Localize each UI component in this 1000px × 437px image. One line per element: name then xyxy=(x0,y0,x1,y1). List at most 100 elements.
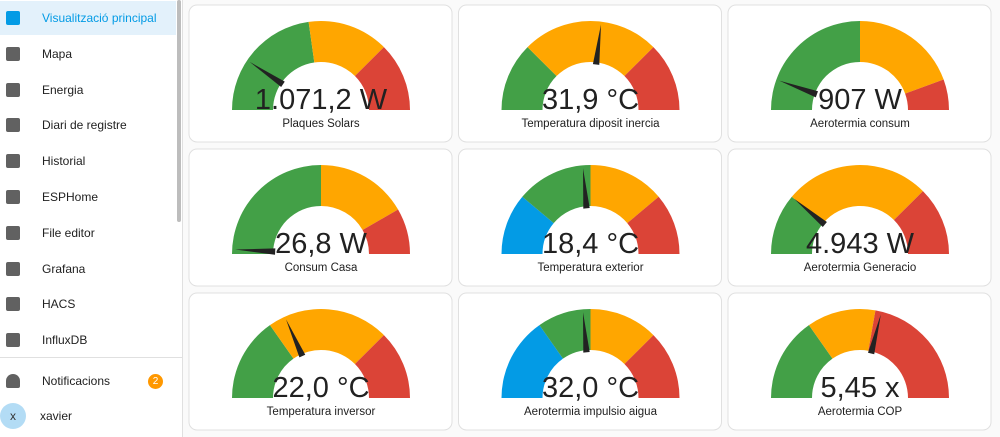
sidebar: Notificacions 2 x xavier Visualització p… xyxy=(0,0,183,437)
nav-item[interactable]: Grafana xyxy=(0,252,176,286)
gauge-card: 26,8 W Consum Casa xyxy=(188,148,453,287)
user-name: xavier xyxy=(40,409,73,423)
gauge-segment xyxy=(362,209,410,254)
gauge-segment xyxy=(905,79,949,110)
gauge-name: Temperatura diposit inercia xyxy=(521,118,660,130)
avatar: x xyxy=(0,403,26,429)
gauge-needle xyxy=(286,319,306,358)
nav-icon xyxy=(6,297,20,312)
gauge-segment xyxy=(808,309,876,359)
gauge-needle xyxy=(592,24,601,65)
gauge-card: 31,9 °C Temperatura diposit inercia xyxy=(458,4,722,143)
gauge-name: Consum Casa xyxy=(285,262,358,274)
gauge-name: Aerotermia consum xyxy=(810,118,910,130)
nav-label: InfluxDB xyxy=(42,333,88,348)
dashboard: 1.071,2 W Plaques Solars 31,9 °C Temperatur… xyxy=(188,4,992,431)
nav-item[interactable]: Mapa xyxy=(0,37,176,71)
nav-item[interactable]: File editor xyxy=(0,216,176,250)
nav-label: Grafana xyxy=(42,261,86,276)
gauge-needle xyxy=(249,61,285,87)
nav-icon xyxy=(6,154,20,169)
nav-item[interactable]: InfluxDB xyxy=(0,323,176,357)
gauge-segment xyxy=(527,21,654,77)
gauge-card: 32,0 °C Aerotermia impulsio aigua xyxy=(458,292,722,431)
gauge-segment xyxy=(860,21,944,94)
gauge-name: Aerotermia impulsio aigua xyxy=(524,406,658,418)
gauge-segment xyxy=(893,191,949,254)
nav-item[interactable]: Diari de registre xyxy=(0,108,176,142)
gauge-segment xyxy=(791,164,923,224)
nav-icon xyxy=(6,333,20,348)
nav-icon xyxy=(6,46,20,61)
nav-item[interactable]: Visualització principal xyxy=(0,1,176,35)
gauge-needle xyxy=(235,248,276,255)
gauge-needle xyxy=(867,314,881,355)
gauge-value: 32,0 °C xyxy=(542,372,639,404)
gauge-segment xyxy=(590,309,654,365)
gauge-card: 907 W Aerotermia consum xyxy=(727,4,992,143)
gauge-name: Temperatura inversor xyxy=(267,406,376,418)
badge: 2 xyxy=(148,373,163,389)
nav-icon xyxy=(6,261,20,276)
gauge-card: 4.943 W Aerotermia Generacio xyxy=(727,148,992,287)
gauge-segment xyxy=(354,47,410,110)
gauge-name: Temperatura exterior xyxy=(537,262,643,274)
gauge-segment xyxy=(232,325,294,398)
nav-item[interactable]: ESPHome xyxy=(0,180,176,214)
gauge-needle xyxy=(794,198,827,227)
gauge-segment xyxy=(627,196,680,254)
nav-label: HACS xyxy=(42,297,76,312)
gauge-segment xyxy=(308,21,384,77)
gauge-value: 22,0 °C xyxy=(272,372,369,404)
gauge-segment xyxy=(501,47,557,110)
gauge-card: 1.071,2 W Plaques Solars xyxy=(188,4,453,143)
gauge-value: 18,4 °C xyxy=(542,228,639,260)
gauge-segment xyxy=(868,310,949,398)
gauge-segment xyxy=(232,165,321,254)
gauge-needle xyxy=(583,168,590,209)
nav-label: File editor xyxy=(42,225,95,240)
nav-icon xyxy=(6,11,20,25)
gauge-segment xyxy=(501,325,563,398)
gauge-value: 1.071,2 W xyxy=(255,84,388,116)
gauge-value: 907 W xyxy=(818,84,902,116)
gauge-segment xyxy=(522,165,591,224)
nav-icon xyxy=(6,190,20,204)
gauge-value: 26,8 W xyxy=(275,228,367,260)
nav-label: Historial xyxy=(42,154,86,169)
gauge-needle xyxy=(779,80,818,98)
nav-label: Visualització principal xyxy=(42,11,157,25)
nav-icon xyxy=(6,118,20,133)
gauge-card: 18,4 °C Temperatura exterior xyxy=(458,148,722,287)
gauge-segment xyxy=(232,21,315,110)
gauge-segment xyxy=(624,335,680,398)
gauge-segment xyxy=(501,196,554,254)
notifications-label: Notificacions xyxy=(42,374,111,388)
nav-item[interactable]: Historial xyxy=(0,144,176,178)
nav-label: Mapa xyxy=(42,46,73,61)
gauge-segment xyxy=(771,325,833,398)
scrollbar xyxy=(177,0,181,222)
nav-item[interactable]: Energia xyxy=(0,73,176,107)
nav-label: ESPHome xyxy=(42,190,99,204)
nav-item[interactable]: HACS xyxy=(0,287,176,321)
gauge-name: Aerotermia COP xyxy=(818,406,903,418)
gauge-segment xyxy=(624,47,680,110)
nav-icon xyxy=(6,82,20,97)
gauge-name: Aerotermia Generacio xyxy=(804,262,917,274)
nav-label: Diari de registre xyxy=(42,118,127,133)
gauge-value: 5,45 x xyxy=(821,372,900,404)
gauge-card: 22,0 °C Temperatura inversor xyxy=(188,292,453,431)
gauge-segment xyxy=(354,335,410,398)
bell-icon xyxy=(6,374,20,388)
user[interactable]: x xavier xyxy=(0,399,176,433)
gauge-card: 5,45 x Aerotermia COP xyxy=(727,292,992,431)
gauge-segment xyxy=(321,165,399,230)
gauge-segment xyxy=(539,309,591,359)
notifications[interactable]: Notificacions 2 xyxy=(0,364,176,398)
nav-icon xyxy=(6,225,20,240)
gauge-value: 4.943 W xyxy=(806,228,915,260)
gauge-value: 31,9 °C xyxy=(542,84,639,116)
gauge-name: Plaques Solars xyxy=(282,118,360,130)
